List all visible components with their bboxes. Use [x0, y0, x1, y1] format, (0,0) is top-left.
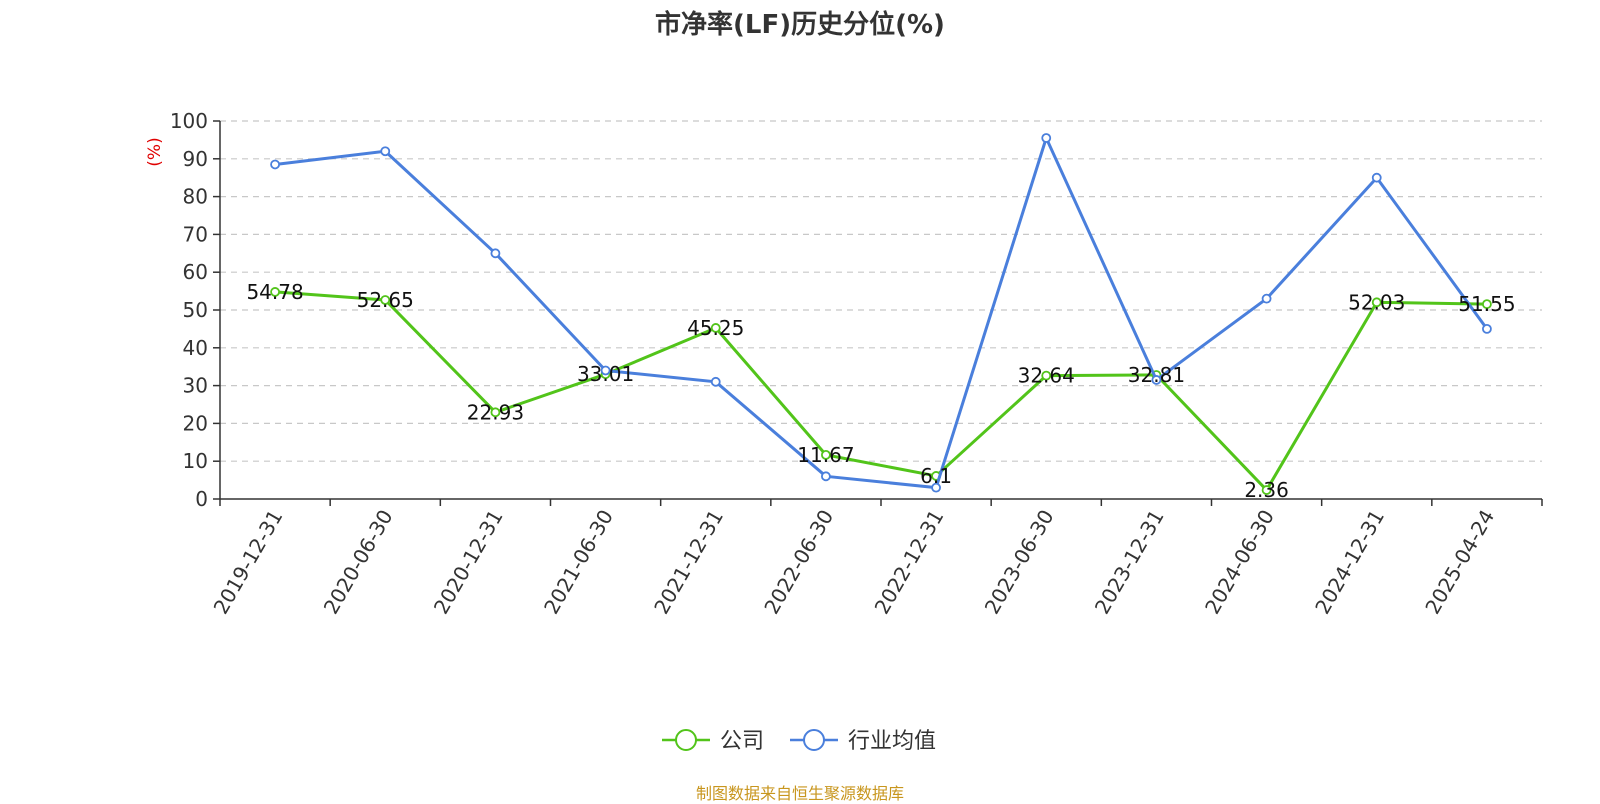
data-point[interactable] [1482, 299, 1492, 310]
x-tick-label: 2024-06-30 [1200, 506, 1279, 619]
y-tick-label: 40 [183, 336, 208, 360]
data-label: 45.25 [687, 316, 744, 340]
data-label: 54.78 [246, 280, 303, 304]
data-point[interactable] [710, 323, 721, 333]
data-label: 2.36 [1244, 478, 1289, 502]
x-tick-label: 2019-12-31 [209, 506, 288, 619]
data-label: 11.67 [797, 443, 854, 467]
data-label: 52.03 [1348, 290, 1405, 314]
data-point[interactable] [821, 471, 831, 482]
data-point[interactable] [1482, 323, 1492, 334]
data-point[interactable] [1371, 172, 1382, 183]
y-tick-label: 100 [170, 109, 208, 133]
data-label: 33.01 [577, 362, 634, 386]
legend[interactable]: 公司 行业均值 [662, 729, 936, 754]
y-tick-label: 50 [183, 298, 208, 322]
legend-marker [803, 729, 825, 751]
y-tick-label: 20 [183, 411, 208, 435]
legend-item-0[interactable]: 公司 [662, 729, 764, 754]
axes: 0 10 20 30 40 50 60 70 80 90 100 2019-12-31 2020-06-… [170, 109, 1543, 619]
series-line-1 [274, 136, 1489, 490]
legend-item-1[interactable]: 行业均值 [790, 729, 936, 754]
series [270, 133, 1492, 495]
data-point[interactable] [931, 482, 941, 493]
x-tick-label: 2022-06-30 [759, 506, 838, 619]
data-point[interactable] [1261, 293, 1272, 304]
x-tick-label: 2021-06-30 [539, 506, 618, 619]
y-tick-label: 80 [183, 185, 208, 209]
data-label: 6.1 [920, 464, 952, 488]
y-tick-label: 70 [183, 222, 208, 246]
x-tick-label: 2023-12-31 [1090, 506, 1169, 619]
y-tick-label: 60 [183, 260, 208, 284]
series-line-0 [274, 290, 1487, 492]
data-point[interactable] [821, 449, 831, 460]
data-labels: 54.78 52.65 22.93 33.01 45.25 11.67 6.1 32.64 32… [246, 280, 1515, 502]
data-point[interactable] [1041, 133, 1052, 143]
y-tick-label: 0 [195, 487, 208, 511]
data-point[interactable] [380, 146, 391, 157]
y-tick-label: 10 [183, 449, 208, 473]
data-point[interactable] [1041, 370, 1052, 381]
x-tick-label: 2022-12-31 [870, 505, 949, 618]
data-point[interactable] [600, 365, 611, 376]
source-note: 制图数据来自恒生聚源数据库 [695, 784, 904, 803]
legend-marker [675, 729, 697, 751]
data-label: 51.55 [1458, 292, 1515, 316]
data-label: 32.64 [1018, 364, 1075, 388]
legend-label: 行业均值 [848, 729, 936, 754]
x-tick-label: 2023-06-30 [980, 506, 1059, 619]
data-point[interactable] [270, 287, 280, 297]
data-point[interactable] [1261, 485, 1272, 495]
data-point[interactable] [490, 248, 501, 259]
data-point[interactable] [270, 159, 280, 170]
data-label: 52.65 [357, 288, 414, 312]
grid-lines [220, 120, 1542, 462]
data-label: 22.93 [467, 400, 524, 424]
legend-label: 公司 [720, 729, 764, 754]
x-tick-label: 2020-06-30 [319, 506, 398, 619]
x-tick-label: 2024-12-31 [1310, 506, 1389, 619]
data-label: 32.81 [1128, 363, 1185, 387]
data-point[interactable] [710, 376, 721, 387]
data-point[interactable] [380, 295, 391, 305]
x-tick-label: 2020-12-31 [429, 505, 508, 618]
data-point[interactable] [490, 407, 501, 418]
data-point[interactable] [1151, 375, 1162, 385]
x-tick-label: 2021-12-31 [649, 506, 728, 619]
y-axis-label: (%) [145, 137, 165, 166]
y-tick-label: 30 [183, 374, 208, 398]
y-tick-label: 90 [183, 147, 208, 171]
x-tick-label: 2025-04-24 [1420, 506, 1499, 619]
chart-title: 市净率(LF)历史分位(%) [655, 10, 945, 40]
data-point[interactable] [1371, 297, 1382, 308]
